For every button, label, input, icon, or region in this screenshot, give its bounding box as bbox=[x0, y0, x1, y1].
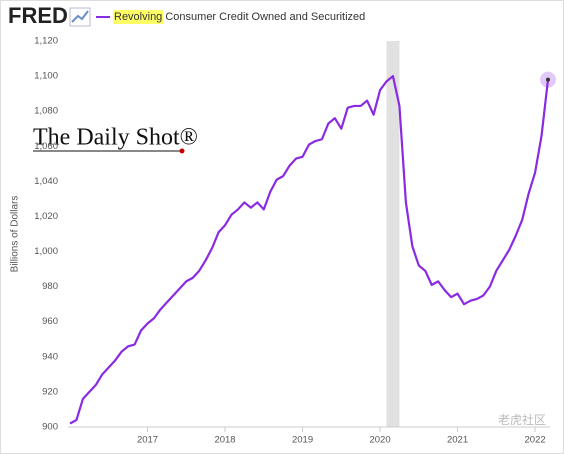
legend: Revolving Consumer Credit Owned and Secu… bbox=[96, 10, 365, 24]
y-tick-label: 1,000 bbox=[34, 246, 58, 257]
y-tick-label: 1,060 bbox=[34, 141, 58, 152]
logo-icon-box bbox=[69, 7, 91, 27]
x-tick-label: 2020 bbox=[369, 435, 390, 446]
x-tick-label: 2022 bbox=[525, 435, 546, 446]
y-tick-label: 940 bbox=[42, 351, 58, 362]
watermark: The Daily Shot® bbox=[33, 125, 198, 151]
watermark: 老虎社区 bbox=[498, 412, 546, 427]
y-tick-label: 1,120 bbox=[34, 36, 58, 47]
y-tick-label: 900 bbox=[42, 422, 58, 433]
y-tick-label: 960 bbox=[42, 316, 58, 327]
watermark-dot bbox=[179, 148, 185, 154]
y-tick-label: 920 bbox=[42, 386, 58, 397]
fred-logo: FRED bbox=[8, 3, 68, 28]
x-tick-label: 2018 bbox=[214, 435, 235, 446]
y-tick-label: 980 bbox=[42, 281, 58, 292]
legend-label: Revolving Consumer Credit Owned and Secu… bbox=[114, 11, 365, 23]
y-tick-label: 1,020 bbox=[34, 211, 58, 222]
last-point bbox=[546, 77, 550, 82]
legend-highlight bbox=[113, 10, 164, 24]
x-tick-label: 2021 bbox=[447, 435, 468, 446]
recession-band bbox=[386, 41, 400, 427]
y-axis-label: Billions of Dollars bbox=[10, 196, 21, 273]
x-tick-label: 2019 bbox=[292, 435, 313, 446]
series-line bbox=[69, 74, 550, 425]
x-tick-label: 2017 bbox=[137, 435, 158, 446]
y-tick-label: 1,080 bbox=[34, 106, 58, 117]
logo-icon bbox=[71, 10, 89, 23]
y-tick-label: 1,040 bbox=[34, 176, 58, 187]
y-tick-label: 1,100 bbox=[34, 71, 58, 82]
